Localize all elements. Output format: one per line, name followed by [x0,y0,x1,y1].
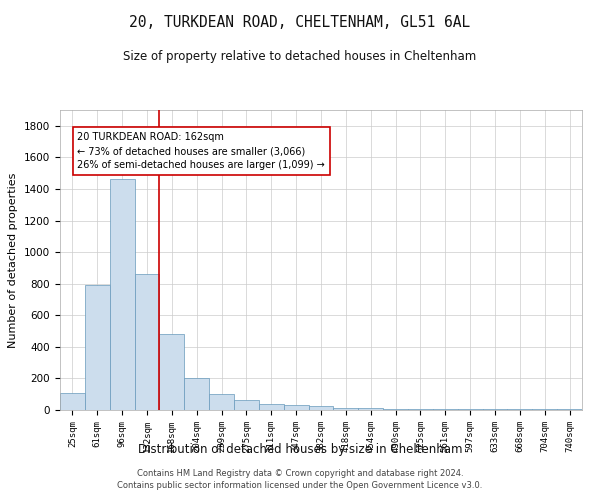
Bar [60,392,85,410]
Bar [209,394,234,410]
Text: 20, TURKDEAN ROAD, CHELTENHAM, GL51 6AL: 20, TURKDEAN ROAD, CHELTENHAM, GL51 6AL [130,15,470,30]
Bar [334,408,358,410]
Bar [532,409,557,410]
Bar [358,408,383,410]
Text: Distribution of detached houses by size in Cheltenham: Distribution of detached houses by size … [138,442,462,456]
Bar [557,409,582,410]
Bar [458,409,482,410]
Bar [482,409,508,410]
Bar [433,409,458,410]
Text: 20 TURKDEAN ROAD: 162sqm
← 73% of detached houses are smaller (3,066)
26% of sem: 20 TURKDEAN ROAD: 162sqm ← 73% of detach… [77,132,325,170]
Text: Size of property relative to detached houses in Cheltenham: Size of property relative to detached ho… [124,50,476,63]
Y-axis label: Number of detached properties: Number of detached properties [8,172,19,348]
Bar [234,400,259,410]
Bar [160,334,184,410]
Bar [408,409,433,410]
Bar [110,180,134,410]
Bar [259,404,284,410]
Bar [308,406,334,410]
Bar [134,274,160,410]
Bar [85,286,110,410]
Bar [508,409,532,410]
Text: Contains HM Land Registry data © Crown copyright and database right 2024.: Contains HM Land Registry data © Crown c… [137,468,463,477]
Bar [284,406,308,410]
Bar [383,409,408,410]
Text: Contains public sector information licensed under the Open Government Licence v3: Contains public sector information licen… [118,481,482,490]
Bar [184,378,209,410]
